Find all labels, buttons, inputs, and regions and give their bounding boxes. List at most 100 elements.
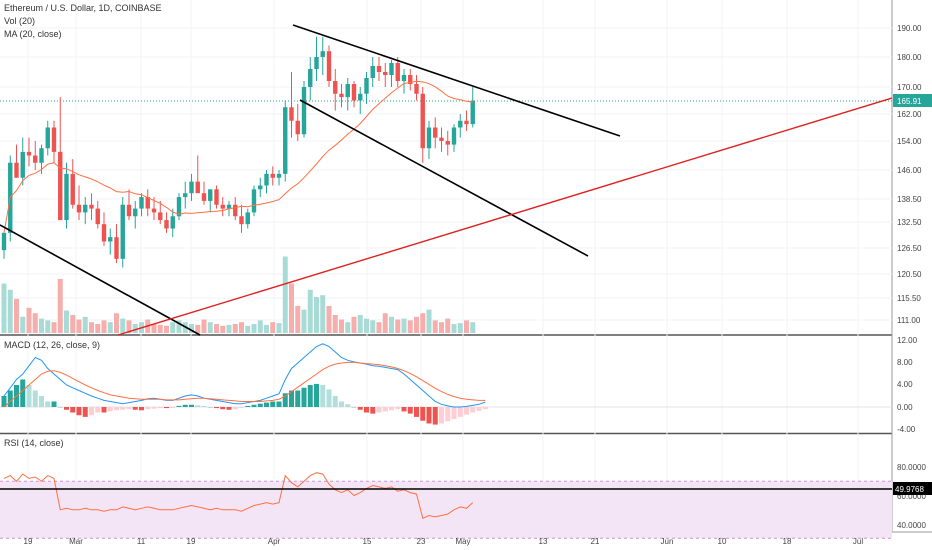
volume-bar <box>26 307 32 333</box>
candle-body <box>26 151 32 156</box>
macd-histogram-bar <box>95 407 101 413</box>
candle-body <box>95 208 100 225</box>
macd-histogram-bar <box>376 407 382 413</box>
volume-bar <box>57 279 63 333</box>
candle-body <box>226 204 232 209</box>
candle-body <box>445 141 450 145</box>
macd-histogram-bar <box>395 407 401 410</box>
volume-bar <box>470 322 476 333</box>
volume-bar <box>276 323 282 333</box>
price-tick-label: 154.00 <box>897 137 922 146</box>
volume-legend: Vol (20) <box>4 16 36 26</box>
macd-legend: MACD (12, 26, close, 9) <box>4 340 101 350</box>
last-price-tag <box>893 94 932 107</box>
volume-bar <box>407 320 413 333</box>
macd-histogram-bar <box>445 407 451 422</box>
volume-bar <box>120 318 126 333</box>
macd-histogram-bar <box>57 407 63 408</box>
volume-bar <box>401 318 407 333</box>
candle-body <box>258 185 263 190</box>
candle-body <box>308 69 313 87</box>
volume-bar <box>257 320 263 333</box>
volume-bar <box>70 315 76 333</box>
volume-bar <box>220 325 226 333</box>
volume-bar <box>245 325 251 333</box>
support-trend-line <box>117 97 893 336</box>
macd-histogram-bar <box>426 407 432 424</box>
macd-histogram-bar <box>314 383 319 407</box>
macd-histogram-bar <box>151 407 157 409</box>
candle-body <box>33 155 38 163</box>
volume-bar <box>20 316 26 333</box>
price-tick-label: 120.50 <box>897 270 922 279</box>
grid <box>0 0 892 532</box>
rsi-tick-label: 80.0000 <box>897 463 926 472</box>
macd-histogram-bar <box>345 404 351 407</box>
macd-histogram-bar <box>1 396 7 407</box>
time-tick-label: Jun <box>661 537 674 546</box>
candle-body <box>408 75 413 84</box>
macd-histogram-bar <box>407 407 413 414</box>
chart-title: Ethereum / U.S. Dollar, 1D, COINBASE <box>4 3 162 13</box>
volume-bar <box>14 298 19 333</box>
volume-bar <box>264 324 269 333</box>
candle-body <box>20 151 25 178</box>
candle-body <box>170 216 175 229</box>
volume-bar <box>445 318 451 333</box>
candle-body <box>195 181 200 194</box>
volume-bar <box>95 324 101 333</box>
time-tick-label: 18 <box>783 537 792 546</box>
time-tick-label: 13 <box>539 537 548 546</box>
macd-histogram-bar <box>107 407 113 412</box>
time-tick-label: 19 <box>24 537 33 546</box>
volume-bar <box>114 313 119 333</box>
candle-body <box>164 220 169 229</box>
candle-body <box>145 197 150 209</box>
macd-tick-label: 8.00 <box>897 358 913 367</box>
ma-legend: MA (20, close) <box>4 29 62 39</box>
macd-histogram-bar <box>307 385 313 407</box>
macd-histogram-bar <box>170 407 176 408</box>
macd-tick-label: 12.00 <box>897 336 918 345</box>
candle-body <box>45 127 50 149</box>
candle-body <box>433 127 438 138</box>
time-tick-label: Mar <box>69 537 83 546</box>
macd-histogram-bar <box>357 407 363 410</box>
volume-bar <box>289 283 294 333</box>
candlesticks <box>1 36 475 268</box>
volume-bar <box>432 320 438 333</box>
trend-lines[interactable] <box>0 24 893 336</box>
volume-bar <box>295 306 301 333</box>
macd-histogram-bar <box>64 407 69 410</box>
candle-body <box>345 84 350 98</box>
time-tick-label: May <box>455 537 470 546</box>
volume-bar <box>239 322 244 333</box>
price-tick-label: 138.50 <box>897 195 922 204</box>
volume-bar <box>232 324 238 333</box>
volume-bar <box>132 324 138 333</box>
candle-body <box>314 57 319 69</box>
candle-body <box>401 75 407 81</box>
rsi-tick-label: 60.0000 <box>897 492 926 501</box>
candle-body <box>214 189 219 205</box>
macd-histogram-bar <box>26 385 32 407</box>
macd-histogram-bar <box>164 407 169 409</box>
macd-histogram-bar <box>176 405 182 407</box>
volume-bar <box>89 322 94 333</box>
candle-body <box>264 173 269 186</box>
candle-body <box>320 51 325 57</box>
macd-histogram-bar <box>45 401 51 407</box>
candle-body <box>76 204 82 213</box>
candle-body <box>239 216 244 225</box>
candle-body <box>108 237 113 242</box>
macd-histogram-bar <box>226 407 232 410</box>
candle-body <box>70 173 75 205</box>
macd-histogram-bar <box>451 407 457 420</box>
candle-body <box>58 151 63 221</box>
volume-bars <box>1 256 476 333</box>
volume-bar <box>439 322 444 333</box>
price-pane[interactable] <box>0 0 892 335</box>
rsi-value-tag <box>893 482 932 495</box>
